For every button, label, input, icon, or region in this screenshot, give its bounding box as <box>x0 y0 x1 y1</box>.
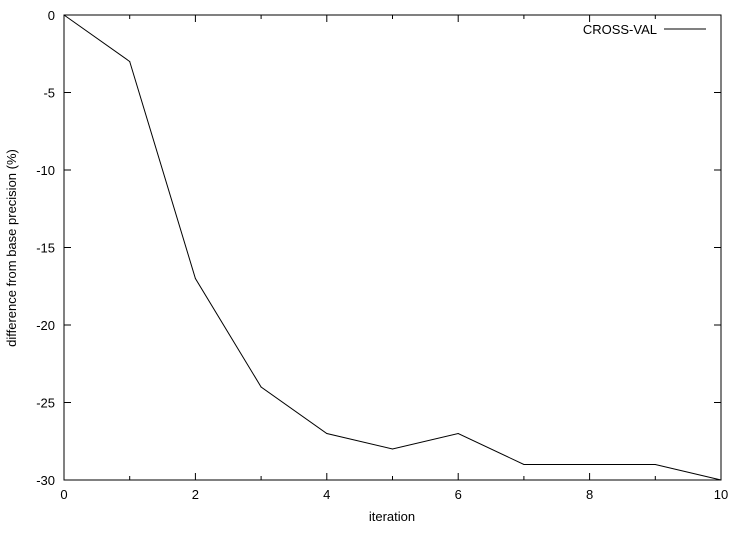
data-point <box>523 464 525 465</box>
y-tick-label: -15 <box>36 241 55 256</box>
data-point <box>63 14 65 16</box>
legend-label-cross-val: CROSS-VAL <box>583 22 657 37</box>
data-point <box>129 61 131 62</box>
y-tick-label: -5 <box>43 86 55 101</box>
plot-frame <box>63 14 722 481</box>
y-tick-label: 0 <box>48 8 55 23</box>
legend: CROSS-VAL <box>583 22 706 37</box>
y-tick-label: -20 <box>36 318 55 333</box>
series-layer <box>63 14 722 481</box>
y-tick-label: -30 <box>36 473 55 488</box>
data-point <box>260 386 262 388</box>
data-point <box>392 448 393 450</box>
data-point <box>720 479 722 481</box>
x-tick-label: 10 <box>714 487 728 502</box>
x-tick-label: 8 <box>586 487 593 502</box>
series-line-cross-val <box>63 14 722 481</box>
data-point <box>589 464 591 465</box>
data-point <box>457 433 459 434</box>
x-axis-label: iteration <box>369 509 415 524</box>
y-tick-label: -10 <box>36 163 55 178</box>
x-tick-label: 4 <box>323 487 330 502</box>
axis-ticks: 0 2 4 6 8 10 0 -5 -10 -15 -20 -25 -30 <box>36 8 728 502</box>
data-point <box>194 278 196 279</box>
x-tick-label: 0 <box>60 487 67 502</box>
x-tick-label: 6 <box>455 487 462 502</box>
y-axis-label: difference from base precision (%) <box>4 149 19 347</box>
y-tick-label: -25 <box>36 396 55 411</box>
data-point <box>326 433 328 434</box>
x-tick-label: 2 <box>192 487 199 502</box>
data-point <box>654 464 656 465</box>
